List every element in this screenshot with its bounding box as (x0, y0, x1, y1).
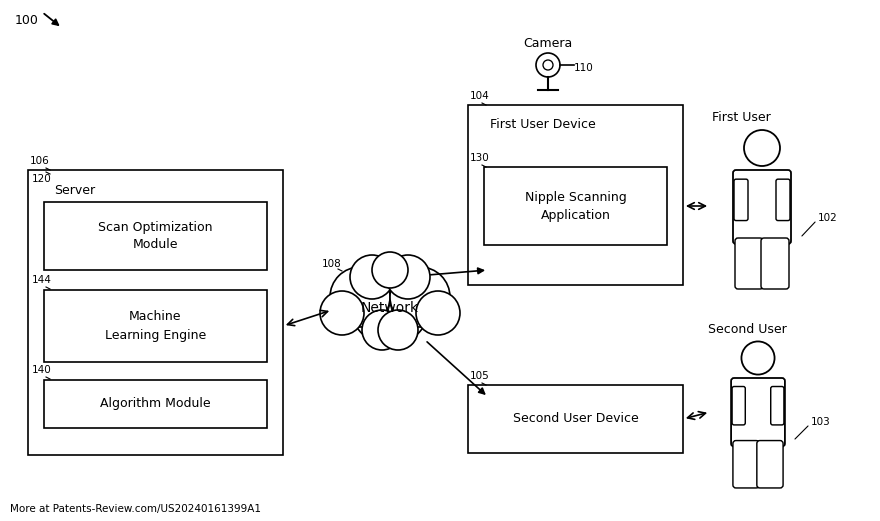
Text: Network: Network (361, 301, 419, 315)
Text: First User Device: First User Device (490, 118, 596, 131)
Text: Algorithm Module: Algorithm Module (100, 398, 211, 411)
Circle shape (744, 130, 780, 166)
Circle shape (350, 255, 394, 299)
FancyBboxPatch shape (771, 387, 784, 425)
Bar (44, 290, 267, 362)
Text: Machine
Learning Engine: Machine Learning Engine (105, 311, 206, 341)
FancyBboxPatch shape (734, 179, 748, 220)
Circle shape (378, 310, 418, 350)
Text: 120: 120 (32, 174, 52, 184)
Text: More at Patents-Review.com/US20240161399A1: More at Patents-Review.com/US20240161399… (10, 504, 261, 514)
Text: Camera: Camera (523, 37, 572, 50)
Circle shape (350, 265, 430, 345)
Text: First User: First User (712, 111, 771, 124)
Text: Server: Server (54, 184, 95, 197)
FancyBboxPatch shape (733, 170, 791, 244)
FancyBboxPatch shape (735, 238, 763, 289)
Circle shape (362, 310, 402, 350)
FancyBboxPatch shape (732, 387, 745, 425)
Text: 108: 108 (322, 259, 341, 269)
Text: Scan Optimization
Module: Scan Optimization Module (99, 220, 213, 252)
Text: 110: 110 (574, 63, 594, 73)
Circle shape (386, 255, 430, 299)
Bar (44, 380, 267, 428)
FancyBboxPatch shape (731, 378, 785, 446)
Circle shape (543, 60, 553, 70)
Text: 130: 130 (470, 153, 490, 163)
Bar (468, 385, 683, 453)
Bar (468, 105, 683, 285)
Circle shape (742, 341, 774, 375)
Circle shape (320, 291, 364, 335)
Text: 106: 106 (30, 156, 50, 166)
Bar (28, 170, 283, 455)
Circle shape (536, 53, 560, 77)
Text: 105: 105 (470, 371, 490, 381)
FancyBboxPatch shape (757, 441, 783, 488)
Circle shape (372, 252, 408, 288)
Circle shape (390, 267, 450, 327)
Text: 104: 104 (470, 91, 490, 101)
Text: Nipple Scanning
Application: Nipple Scanning Application (524, 191, 627, 221)
FancyBboxPatch shape (776, 179, 790, 220)
Text: 102: 102 (818, 213, 838, 223)
Bar (44, 202, 267, 270)
FancyBboxPatch shape (761, 238, 789, 289)
Text: 100: 100 (15, 14, 39, 27)
Text: 103: 103 (811, 417, 831, 427)
FancyBboxPatch shape (733, 441, 759, 488)
Text: 144: 144 (32, 275, 52, 285)
Circle shape (416, 291, 460, 335)
Text: Second User Device: Second User Device (513, 413, 638, 426)
Bar (484, 167, 667, 245)
Circle shape (330, 267, 390, 327)
Text: Second User: Second User (708, 323, 787, 336)
Text: 140: 140 (32, 365, 52, 375)
